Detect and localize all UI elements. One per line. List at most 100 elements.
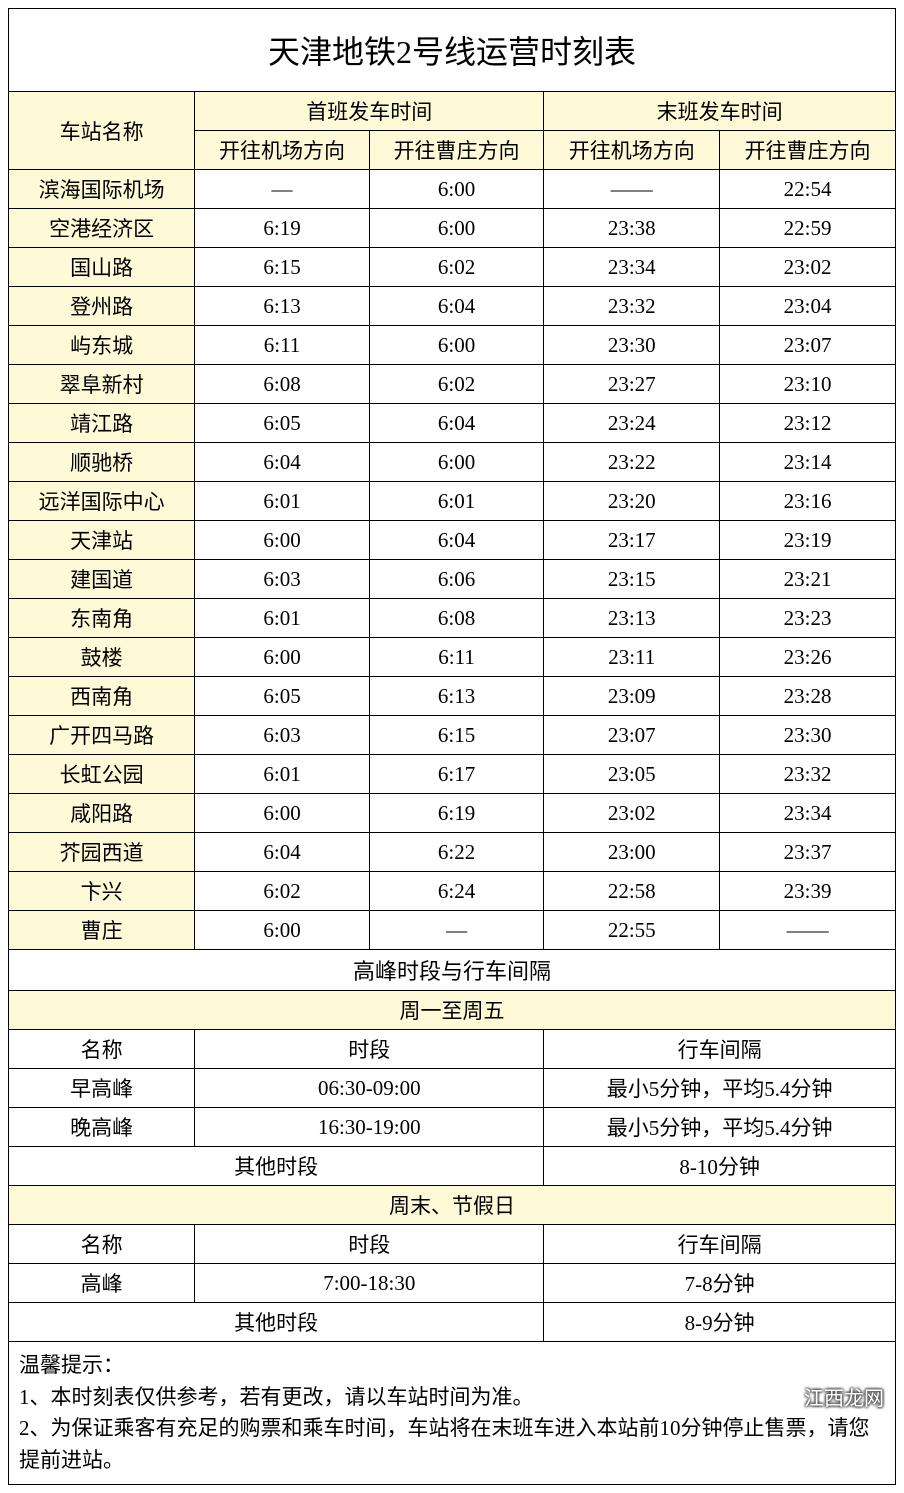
morning-period: 06:30-09:00 xyxy=(195,1069,544,1108)
first-airport-time: 6:19 xyxy=(195,209,370,248)
station-row: 翠阜新村6:086:0223:2723:10 xyxy=(9,365,896,404)
first-airport-time: 6:03 xyxy=(195,716,370,755)
peak-section-title: 高峰时段与行车间隔 xyxy=(9,950,896,991)
first-caozhuang-time: 6:00 xyxy=(369,170,544,209)
timetable: 天津地铁2号线运营时刻表 车站名称 首班发车时间 末班发车时间 开往机场方向 开… xyxy=(8,8,896,1485)
weekend-title-row: 周末、节假日 xyxy=(9,1186,896,1225)
first-airport-time: — xyxy=(195,170,370,209)
station-name: 西南角 xyxy=(9,677,195,716)
station-name: 顺驰桥 xyxy=(9,443,195,482)
last-caozhuang-time: 23:02 xyxy=(720,248,896,287)
first-caozhuang-time: 6:02 xyxy=(369,365,544,404)
station-row: 建国道6:036:0623:1523:21 xyxy=(9,560,896,599)
last-caozhuang-time: 23:19 xyxy=(720,521,896,560)
first-caozhuang-time: 6:08 xyxy=(369,599,544,638)
weekday-other-row: 其他时段 8-10分钟 xyxy=(9,1147,896,1186)
weekend-peak-period: 7:00-18:30 xyxy=(195,1264,544,1303)
first-caozhuang-time: 6:04 xyxy=(369,404,544,443)
last-caozhuang-time: 23:26 xyxy=(720,638,896,677)
station-row: 鼓楼6:006:1123:1123:26 xyxy=(9,638,896,677)
station-name: 咸阳路 xyxy=(9,794,195,833)
morning-peak-row: 早高峰 06:30-09:00 最小5分钟，平均5.4分钟 xyxy=(9,1069,896,1108)
station-name: 屿东城 xyxy=(9,326,195,365)
first-airport-time: 6:01 xyxy=(195,755,370,794)
first-caozhuang-time: 6:13 xyxy=(369,677,544,716)
weekend-header-row: 名称 时段 行车间隔 xyxy=(9,1225,896,1264)
col-period: 时段 xyxy=(195,1030,544,1069)
header-group-row: 车站名称 首班发车时间 末班发车时间 xyxy=(9,92,896,131)
station-name: 芥园西道 xyxy=(9,833,195,872)
station-row: 咸阳路6:006:1923:0223:34 xyxy=(9,794,896,833)
first-caozhuang-time: 6:01 xyxy=(369,482,544,521)
station-name: 远洋国际中心 xyxy=(9,482,195,521)
last-airport-time: 23:30 xyxy=(544,326,720,365)
first-airport-time: 6:00 xyxy=(195,911,370,950)
last-airport-time: 23:24 xyxy=(544,404,720,443)
station-row: 曹庄6:00—22:55—— xyxy=(9,911,896,950)
station-row: 东南角6:016:0823:1323:23 xyxy=(9,599,896,638)
notes-cell: 温馨提示： 1、本时刻表仅供参考，若有更改，请以车站时间为准。 2、为保证乘客有… xyxy=(9,1342,896,1485)
col-name-weekend: 名称 xyxy=(9,1225,195,1264)
station-name: 天津站 xyxy=(9,521,195,560)
last-caozhuang-time: 23:34 xyxy=(720,794,896,833)
first-caozhuang-time: 6:00 xyxy=(369,443,544,482)
first-airport-time: 6:01 xyxy=(195,482,370,521)
last-airport-time: 23:20 xyxy=(544,482,720,521)
notes-line2: 2、为保证乘客有充足的购票和乘车时间，车站将在末班车进入本站前10分钟停止售票，… xyxy=(19,1413,885,1476)
station-name: 滨海国际机场 xyxy=(9,170,195,209)
weekend-peak-interval: 7-8分钟 xyxy=(544,1264,896,1303)
first-airport-time: 6:05 xyxy=(195,404,370,443)
station-row: 西南角6:056:1323:0923:28 xyxy=(9,677,896,716)
first-caozhuang-time: — xyxy=(369,911,544,950)
station-name: 卞兴 xyxy=(9,872,195,911)
weekend-other-row: 其他时段 8-9分钟 xyxy=(9,1303,896,1342)
last-airport-time: 23:13 xyxy=(544,599,720,638)
first-caozhuang-time: 6:04 xyxy=(369,287,544,326)
last-airport-time: 23:17 xyxy=(544,521,720,560)
last-airport-time: 23:34 xyxy=(544,248,720,287)
morning-label: 早高峰 xyxy=(9,1069,195,1108)
first-airport-time: 6:03 xyxy=(195,560,370,599)
first-caozhuang-time: 6:04 xyxy=(369,521,544,560)
last-airport-time: 23:22 xyxy=(544,443,720,482)
last-caozhuang-time: —— xyxy=(720,911,896,950)
last-caozhuang-time: 22:59 xyxy=(720,209,896,248)
last-airport-time: 23:05 xyxy=(544,755,720,794)
last-caozhuang-time: 23:39 xyxy=(720,872,896,911)
last-caozhuang-time: 23:23 xyxy=(720,599,896,638)
header-last-group: 末班发车时间 xyxy=(544,92,896,131)
first-caozhuang-time: 6:00 xyxy=(369,209,544,248)
first-caozhuang-time: 6:00 xyxy=(369,326,544,365)
last-airport-time: 23:07 xyxy=(544,716,720,755)
weekend-other-label: 其他时段 xyxy=(9,1303,544,1342)
first-caozhuang-time: 6:24 xyxy=(369,872,544,911)
last-airport-time: 23:32 xyxy=(544,287,720,326)
first-caozhuang-time: 6:06 xyxy=(369,560,544,599)
col-name: 名称 xyxy=(9,1030,195,1069)
first-caozhuang-time: 6:02 xyxy=(369,248,544,287)
weekday-header-row: 名称 时段 行车间隔 xyxy=(9,1030,896,1069)
other-weekday-interval: 8-10分钟 xyxy=(544,1147,896,1186)
station-name: 登州路 xyxy=(9,287,195,326)
station-row: 屿东城6:116:0023:3023:07 xyxy=(9,326,896,365)
first-airport-time: 6:13 xyxy=(195,287,370,326)
evening-label: 晚高峰 xyxy=(9,1108,195,1147)
weekday-title-row: 周一至周五 xyxy=(9,991,896,1030)
first-airport-time: 6:04 xyxy=(195,443,370,482)
station-row: 登州路6:136:0423:3223:04 xyxy=(9,287,896,326)
header-last-airport: 开往机场方向 xyxy=(544,131,720,170)
last-airport-time: 23:09 xyxy=(544,677,720,716)
last-airport-time: 23:38 xyxy=(544,209,720,248)
title-row: 天津地铁2号线运营时刻表 xyxy=(9,9,896,92)
weekday-title: 周一至周五 xyxy=(9,991,896,1030)
station-row: 国山路6:156:0223:3423:02 xyxy=(9,248,896,287)
peak-section-row: 高峰时段与行车间隔 xyxy=(9,950,896,991)
header-first-airport: 开往机场方向 xyxy=(195,131,370,170)
first-airport-time: 6:05 xyxy=(195,677,370,716)
station-row: 滨海国际机场—6:00——22:54 xyxy=(9,170,896,209)
page-title: 天津地铁2号线运营时刻表 xyxy=(9,9,896,92)
other-label: 其他时段 xyxy=(9,1147,544,1186)
station-name: 长虹公园 xyxy=(9,755,195,794)
station-name: 空港经济区 xyxy=(9,209,195,248)
last-airport-time: 23:27 xyxy=(544,365,720,404)
